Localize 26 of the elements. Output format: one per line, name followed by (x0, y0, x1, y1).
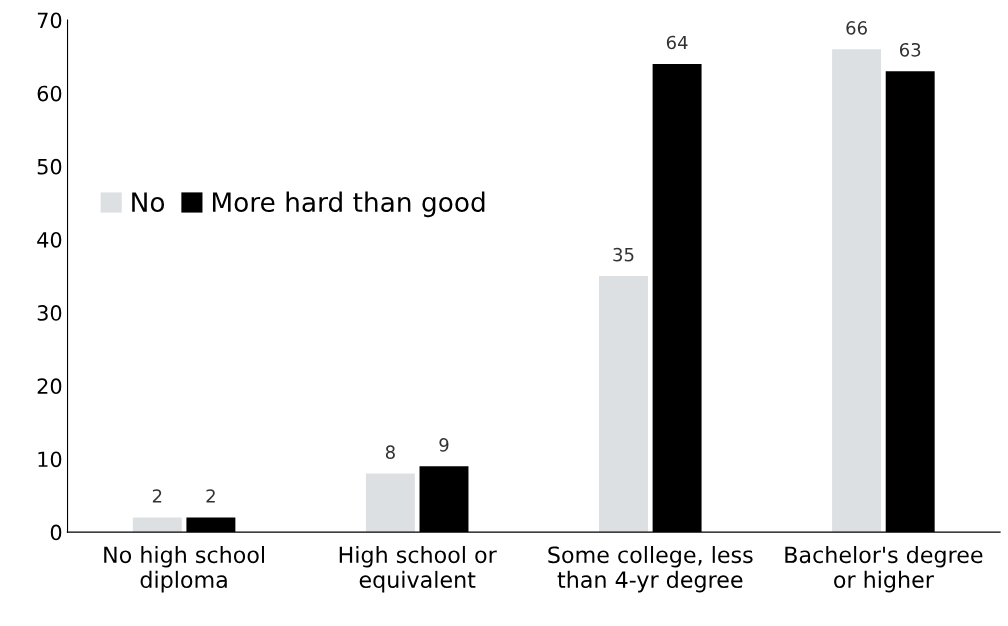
y-tick-label: 70 (37, 12, 62, 29)
y-tick-label: 40 (37, 231, 62, 248)
data-label: 64 (666, 35, 688, 50)
x-tick-label: Bachelor's degree or higher (785, 545, 983, 593)
x-tick-label: High school or equivalent (339, 545, 497, 593)
bar (365, 473, 415, 533)
data-label: 2 (206, 489, 215, 503)
y-tick-label: 60 (37, 85, 62, 102)
legend-label: No (132, 192, 165, 213)
bar (832, 49, 882, 533)
y-tick-label: 50 (37, 158, 62, 175)
data-label: 9 (439, 438, 449, 452)
y-tick-label: 10 (38, 451, 62, 468)
bar (132, 517, 182, 533)
y-tick-label: 20 (37, 378, 62, 395)
x-tick-label: No high school diploma (104, 545, 265, 593)
bar (599, 276, 648, 533)
data-label: 35 (613, 247, 634, 262)
data-label: 2 (152, 489, 162, 503)
data-label: 8 (385, 445, 395, 459)
data-label: 66 (846, 21, 867, 35)
y-tick-label: 30 (37, 305, 62, 321)
data-label: 63 (899, 42, 921, 57)
y-tick-label: 0 (50, 524, 62, 541)
legend-label: More hard than good (212, 191, 485, 218)
x-tick-label: Some college, less than 4-yr degree (548, 545, 753, 593)
